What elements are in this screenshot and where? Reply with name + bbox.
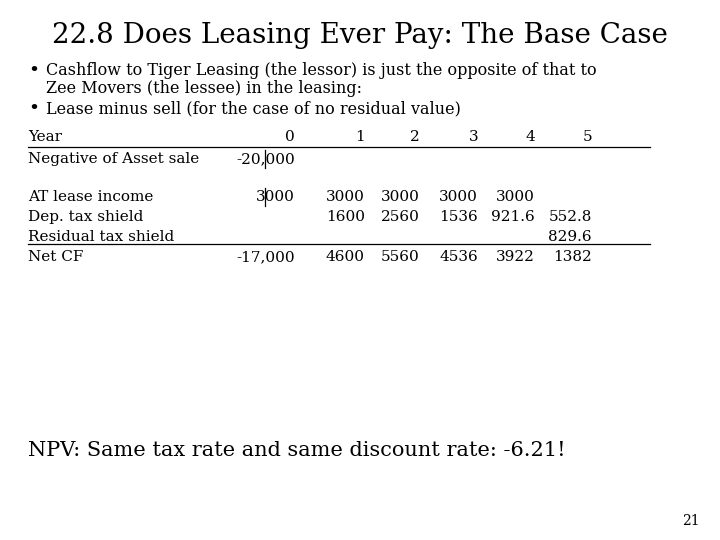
Text: Zee Movers (the lessee) in the leasing:: Zee Movers (the lessee) in the leasing:: [46, 80, 362, 97]
Text: 3: 3: [469, 130, 478, 144]
Text: Negative of Asset sale: Negative of Asset sale: [28, 152, 199, 166]
Text: 829.6: 829.6: [549, 230, 592, 244]
Text: Residual tax shield: Residual tax shield: [28, 230, 174, 244]
Text: 1382: 1382: [553, 250, 592, 264]
Text: -17,000: -17,000: [236, 250, 295, 264]
Text: 552.8: 552.8: [549, 210, 592, 224]
Text: 21: 21: [683, 514, 700, 528]
Text: -20,000: -20,000: [236, 152, 295, 166]
Text: 3000: 3000: [256, 190, 295, 204]
Text: Net CF: Net CF: [28, 250, 84, 264]
Text: •: •: [28, 100, 39, 118]
Text: 4: 4: [526, 130, 535, 144]
Text: 2560: 2560: [381, 210, 420, 224]
Text: 1: 1: [355, 130, 365, 144]
Text: 5: 5: [582, 130, 592, 144]
Text: 22.8 Does Leasing Ever Pay: The Base Case: 22.8 Does Leasing Ever Pay: The Base Cas…: [52, 22, 668, 49]
Text: 1600: 1600: [326, 210, 365, 224]
Text: Cashflow to Tiger Leasing (the lessor) is just the opposite of that to: Cashflow to Tiger Leasing (the lessor) i…: [46, 62, 597, 79]
Text: 1536: 1536: [439, 210, 478, 224]
Text: •: •: [28, 62, 39, 80]
Text: 3000: 3000: [439, 190, 478, 204]
Text: 3922: 3922: [496, 250, 535, 264]
Text: 0: 0: [285, 130, 295, 144]
Text: Lease minus sell (for the case of no residual value): Lease minus sell (for the case of no res…: [46, 100, 461, 117]
Text: AT lease income: AT lease income: [28, 190, 153, 204]
Text: 4536: 4536: [439, 250, 478, 264]
Text: 4600: 4600: [326, 250, 365, 264]
Text: 921.6: 921.6: [491, 210, 535, 224]
Text: NPV: Same tax rate and same discount rate: -6.21!: NPV: Same tax rate and same discount rat…: [28, 441, 566, 460]
Text: 3000: 3000: [496, 190, 535, 204]
Text: Dep. tax shield: Dep. tax shield: [28, 210, 143, 224]
Text: 2: 2: [410, 130, 420, 144]
Text: 5560: 5560: [382, 250, 420, 264]
Text: 3000: 3000: [326, 190, 365, 204]
Text: Year: Year: [28, 130, 62, 144]
Text: 3000: 3000: [381, 190, 420, 204]
